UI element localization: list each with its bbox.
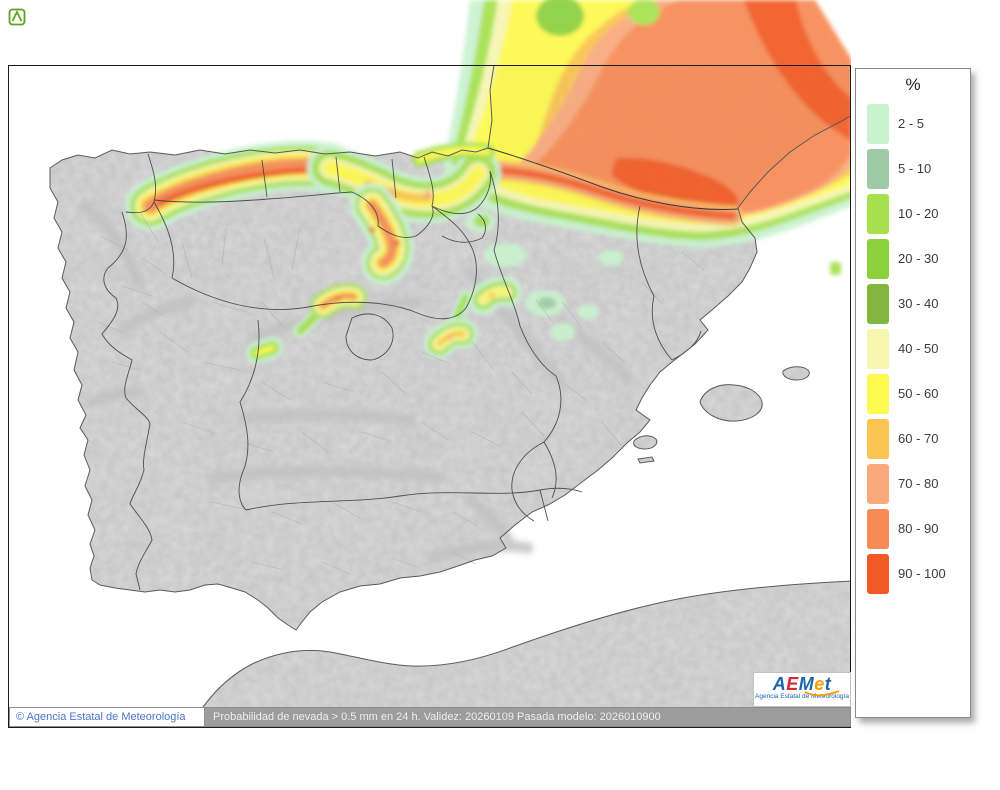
island-mallorca <box>699 384 763 422</box>
legend-item: 5 - 10 <box>856 146 970 191</box>
legend-item: 50 - 60 <box>856 371 970 416</box>
prob-region-90-100 <box>744 0 851 141</box>
island-menorca <box>782 366 810 381</box>
legend-swatch <box>867 283 889 324</box>
legend-panel: % 2 - 5 5 - 10 10 - 20 20 - 30 30 - 40 4… <box>855 68 971 718</box>
landmass-iberia-france <box>49 66 850 631</box>
legend-swatch <box>867 508 889 549</box>
prob-spot <box>550 323 576 341</box>
prob-spot <box>474 215 490 227</box>
legend-item: 60 - 70 <box>856 416 970 461</box>
prob-spot <box>447 335 453 341</box>
legend-label: 70 - 80 <box>898 476 939 491</box>
legend-swatch <box>867 328 889 369</box>
prob-region-90-100 <box>611 157 739 209</box>
map-frame <box>8 65 851 728</box>
province-borders <box>97 211 705 575</box>
prob-spot <box>628 0 660 25</box>
legend-label: 2 - 5 <box>898 116 925 131</box>
demanda-band <box>483 291 507 300</box>
legend-swatch <box>867 553 889 594</box>
legend-label: 90 - 100 <box>898 566 946 581</box>
prob-spot <box>598 250 624 266</box>
legend-item: 30 - 40 <box>856 281 970 326</box>
aemet-logo-subtitle: Agencia Estatal de Meteorología <box>755 693 849 700</box>
prob-spot <box>577 304 599 320</box>
legend-swatch <box>867 193 889 234</box>
prob-spot <box>483 243 527 267</box>
legend-item: 90 - 100 <box>856 551 970 596</box>
legend-label: 50 - 60 <box>898 386 939 401</box>
prob-spot <box>394 240 400 246</box>
aemet-logo: AEMet Agencia Estatal de Meteorología <box>753 672 851 707</box>
legend-title: % <box>905 75 921 94</box>
legend-swatch <box>867 418 889 459</box>
sistema-central-band <box>300 296 354 331</box>
legend-label: 20 - 30 <box>898 251 939 266</box>
legend-item: 70 - 80 <box>856 461 970 506</box>
island-formentera <box>637 456 655 464</box>
legend-label: 80 - 90 <box>898 521 939 536</box>
teruel-band <box>439 297 466 344</box>
gata-band <box>257 348 272 353</box>
prob-spot <box>489 293 495 299</box>
legend-item: 20 - 30 <box>856 236 970 281</box>
prob-spot <box>830 262 841 275</box>
legend-swatch <box>867 103 889 144</box>
legend-swatch <box>867 238 889 279</box>
prob-spot <box>369 227 375 233</box>
legend-label: 60 - 70 <box>898 431 939 446</box>
aemet-logo-swoosh-icon <box>804 690 840 697</box>
legend-swatch <box>867 373 889 414</box>
legend-label: 5 - 10 <box>898 161 932 176</box>
aemet-favicon-icon <box>8 8 26 26</box>
legend-swatch <box>867 463 889 504</box>
legend-label: 40 - 50 <box>898 341 939 356</box>
island-ibiza <box>633 435 658 450</box>
legend-label: 10 - 20 <box>898 206 939 221</box>
copyright-label: © Agencia Estatal de Meteorología <box>9 707 205 727</box>
coastline <box>49 66 850 727</box>
legend-item: 40 - 50 <box>856 326 970 371</box>
map-caption: Probabilidad de nevada > 0.5 mm en 24 h.… <box>205 707 851 727</box>
legend-item: 10 - 20 <box>856 191 970 236</box>
legend-swatch <box>867 148 889 189</box>
probability-field <box>150 0 851 353</box>
prob-spot <box>335 296 341 302</box>
aemet-logo-word: AEMet <box>772 674 832 694</box>
landmass-africa <box>189 580 850 727</box>
legend-item: 2 - 5 <box>856 101 970 146</box>
cordillera-bulge-band <box>369 205 400 263</box>
legend-item: 80 - 90 <box>856 506 970 551</box>
legend-label: 30 - 40 <box>898 296 939 311</box>
prob-spot <box>538 297 556 309</box>
legend-items: 2 - 5 5 - 10 10 - 20 20 - 30 30 - 40 40 … <box>856 101 970 596</box>
france-spain-border <box>487 147 739 210</box>
weather-map <box>8 0 851 728</box>
footer-bar: © Agencia Estatal de Meteorología Probab… <box>9 707 851 727</box>
prob-spot <box>536 0 584 36</box>
prob-spot <box>424 191 432 199</box>
